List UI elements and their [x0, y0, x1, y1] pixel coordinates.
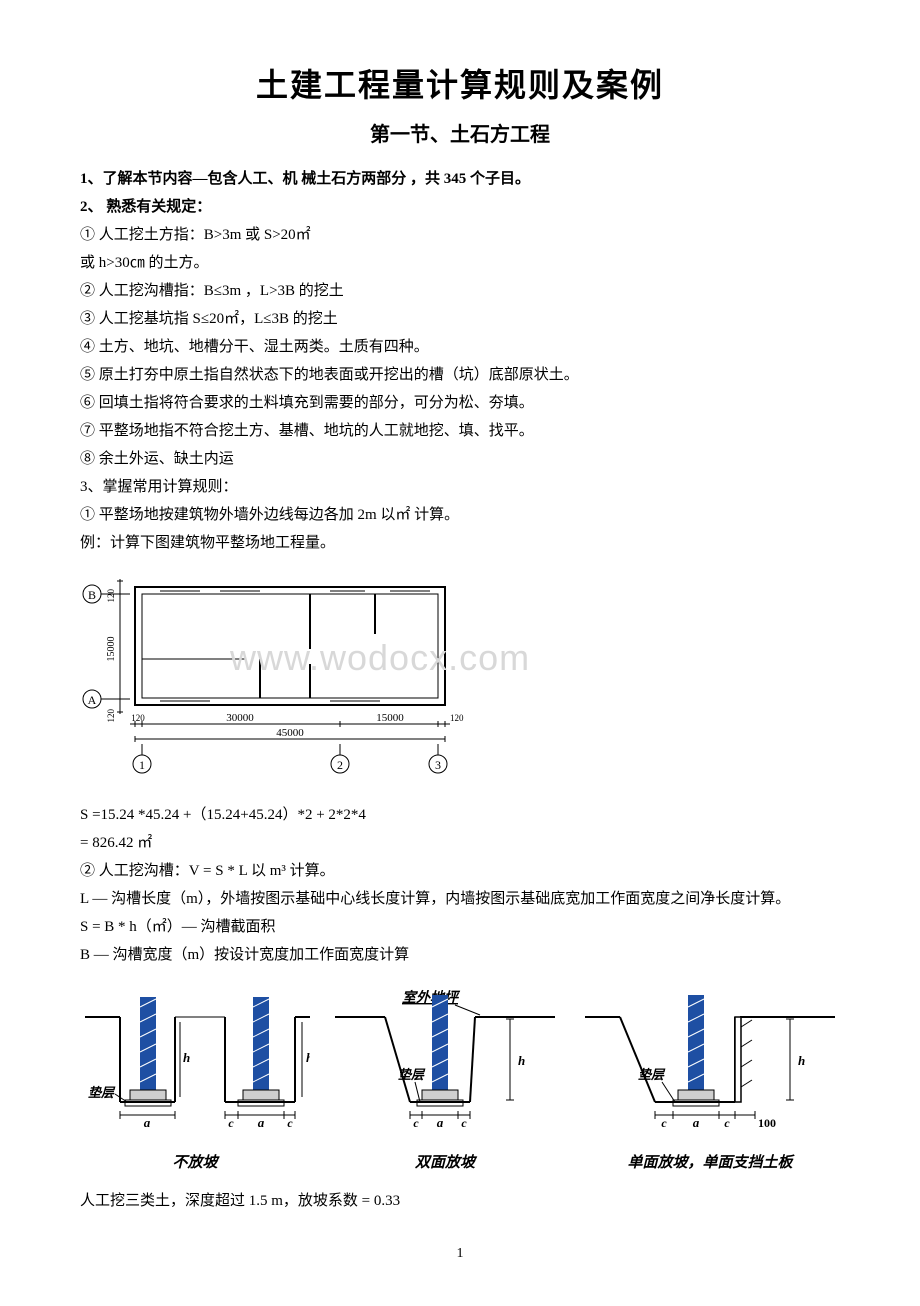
floor-plan-svg: B A 120 15000 120 1 2	[80, 569, 470, 779]
cushion-label-3: 垫层	[638, 1067, 666, 1082]
rule-1: ① 人工挖土方指：B>3m 或 S>20㎡	[80, 223, 840, 247]
footnote: 人工挖三类土，深度超过 1.5 m，放坡系数 = 0.33	[80, 1189, 840, 1213]
calc-2a: L — 沟槽长度（m），外墙按图示基础中心线长度计算，内墙按图示基础底宽加工作面…	[80, 887, 840, 911]
rule-8: ⑧ 余土外运、缺土内运	[80, 447, 840, 471]
cross-sections-row: 垫层 h a	[80, 987, 840, 1175]
rule-5: ⑤ 原土打夯中原土指自然状态下的地表面或开挖出的槽（坑）底部原状土。	[80, 363, 840, 387]
dim-c-3r: c	[724, 1116, 730, 1130]
dim-h-1b: h	[306, 1050, 310, 1065]
section-3-svg: 垫层 h c a c 100	[580, 987, 840, 1137]
dim-h-2: 15000	[376, 712, 404, 724]
dim-c-2r: c	[461, 1116, 467, 1130]
rule-4: ④ 土方、地坑、地槽分干、湿土两类。土质有四种。	[80, 335, 840, 359]
dim-h-2: h	[518, 1053, 525, 1068]
plan-diagram-container: www.wodocx.com B A 120 15000 120	[80, 569, 840, 787]
dim-c-3l: c	[661, 1116, 667, 1130]
dim-h-1: 30000	[226, 712, 254, 724]
dim-c-1l: c	[228, 1116, 234, 1130]
dim-h-3: h	[798, 1053, 805, 1068]
outdoor-label: 室外地坪	[402, 989, 461, 1006]
dim-total: 45000	[276, 727, 304, 739]
axis-3: 3	[435, 758, 441, 772]
heading-1: 1、了解本节内容—包含人工、机 械土石方两部分 ，共 345 个子目。	[80, 167, 840, 191]
dim-c-2l: c	[413, 1116, 419, 1130]
dim-h-right: 120	[450, 713, 464, 723]
cushion-label-2: 垫层	[398, 1067, 426, 1082]
dim-v-top: 120	[106, 589, 116, 603]
axis-a-label: A	[88, 693, 97, 707]
calc-2: ② 人工挖沟槽：V = S * L 以 m³ 计算。	[80, 859, 840, 883]
axis-b-label: B	[88, 588, 96, 602]
section-2: 室外地坪 垫层 h	[330, 987, 560, 1175]
dim-a-1b: a	[258, 1115, 265, 1130]
section-subtitle: 第一节、土石方工程	[80, 119, 840, 151]
dim-h-left: 120	[131, 713, 145, 723]
calc-2b: S = B * h（㎡）— 沟槽截面积	[80, 915, 840, 939]
rule-1b: 或 h>30㎝ 的土方。	[80, 251, 840, 275]
dim-h-1a: h	[183, 1050, 190, 1065]
formula-2: = 826.42 ㎡	[80, 831, 840, 855]
calc-2c: B — 沟槽宽度（m）按设计宽度加工作面宽度计算	[80, 943, 840, 967]
document-title: 土建工程量计算规则及案例	[80, 60, 840, 111]
dim-v-bot: 120	[106, 709, 116, 723]
section-2-svg: 室外地坪 垫层 h	[330, 987, 560, 1137]
section-2-caption: 双面放坡	[330, 1151, 560, 1175]
dim-a-3: a	[693, 1115, 700, 1130]
calc-1: ① 平整场地按建筑物外墙外边线每边各加 2m 以㎡ 计算。	[80, 503, 840, 527]
section-1-caption: 不放坡	[80, 1151, 310, 1175]
section-3-caption: 单面放坡，单面支挡土板	[580, 1151, 840, 1175]
rule-3: ③ 人工挖基坑指 S≤20㎡，L≤3B 的挖土	[80, 307, 840, 331]
example-1: 例：计算下图建筑物平整场地工程量。	[80, 531, 840, 555]
cushion-label-1a: 垫层	[88, 1085, 116, 1100]
page-number: 1	[80, 1243, 840, 1265]
heading-3: 3、掌握常用计算规则：	[80, 475, 840, 499]
rule-2: ② 人工挖沟槽指：B≤3m ，L>3B 的挖土	[80, 279, 840, 303]
section-1-svg: 垫层 h a	[80, 987, 310, 1137]
dim-100: 100	[758, 1116, 776, 1130]
dim-a-2: a	[437, 1115, 444, 1130]
axis-2: 2	[337, 758, 343, 772]
dim-v-mid: 15000	[106, 637, 117, 662]
dim-c-1r: c	[287, 1116, 293, 1130]
section-3: 垫层 h c a c 100 单面放坡，单面支挡土板	[580, 987, 840, 1175]
rule-7: ⑦ 平整场地指不符合挖土方、基槽、地坑的人工就地挖、填、找平。	[80, 419, 840, 443]
section-1: 垫层 h a	[80, 987, 310, 1175]
axis-1: 1	[139, 758, 145, 772]
dim-a-1a: a	[144, 1115, 151, 1130]
heading-2: 2、 熟悉有关规定：	[80, 195, 840, 219]
rule-6: ⑥ 回填土指将符合要求的土料填充到需要的部分，可分为松、夯填。	[80, 391, 840, 415]
formula-1: S =15.24 *45.24 +（15.24+45.24）*2 + 2*2*4	[80, 803, 840, 827]
